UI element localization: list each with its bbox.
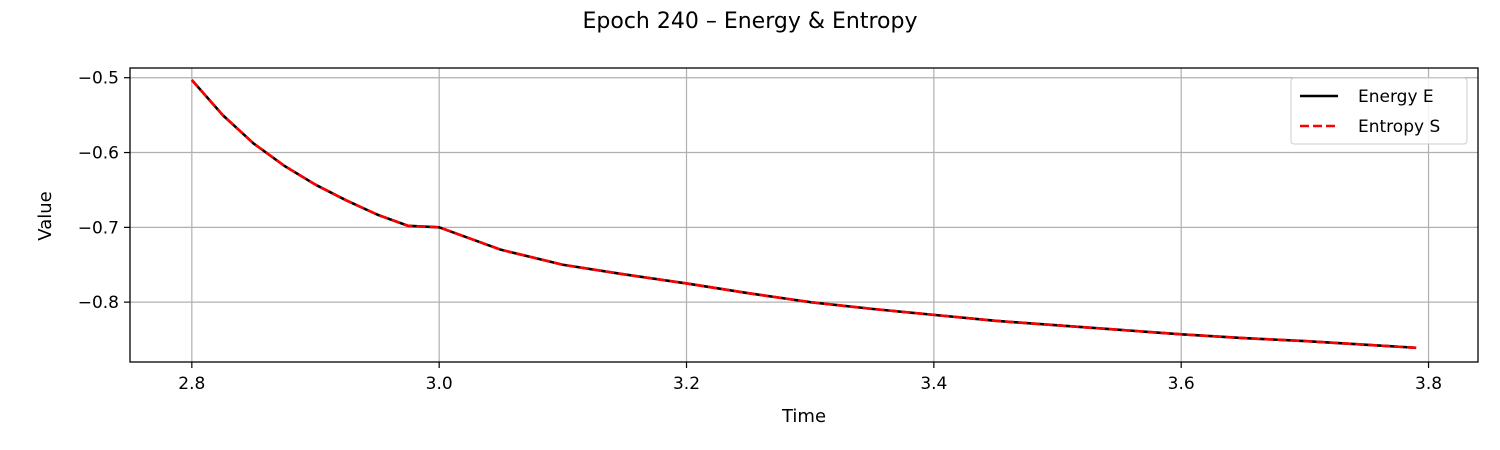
x-tick-label: 3.0 bbox=[426, 374, 453, 394]
y-tick-label: −0.7 bbox=[78, 218, 119, 238]
legend-box bbox=[1290, 77, 1468, 145]
series-lines bbox=[190, 79, 1417, 350]
chart-title: Epoch 240 – Energy & Entropy bbox=[583, 9, 918, 34]
y-tick-label: −0.6 bbox=[78, 144, 119, 164]
x-tick-label: 2.8 bbox=[178, 374, 205, 394]
legend-label: Entropy S bbox=[1358, 117, 1440, 137]
axis-ticks: 2.8 3.0 3.2 3.4 3.6 3.8 −0.5 −0.6 −0.7 −0.8 bbox=[78, 69, 1442, 394]
legend-label: Energy E bbox=[1358, 87, 1434, 107]
x-axis-label: Time bbox=[781, 406, 826, 427]
series-line-entropy-s bbox=[190, 79, 1417, 350]
y-axis-label: Value bbox=[35, 191, 56, 240]
x-tick-label: 3.4 bbox=[920, 374, 947, 394]
x-tick-label: 3.2 bbox=[673, 374, 700, 394]
grid-lines bbox=[130, 68, 1478, 362]
legend: Energy E Entropy S bbox=[1290, 77, 1468, 145]
y-tick-label: −0.5 bbox=[78, 69, 119, 89]
y-tick-label: −0.8 bbox=[78, 293, 119, 313]
plot-area-frame bbox=[129, 67, 1479, 363]
x-tick-label: 3.8 bbox=[1415, 374, 1442, 394]
x-tick-label: 3.6 bbox=[1168, 374, 1195, 394]
